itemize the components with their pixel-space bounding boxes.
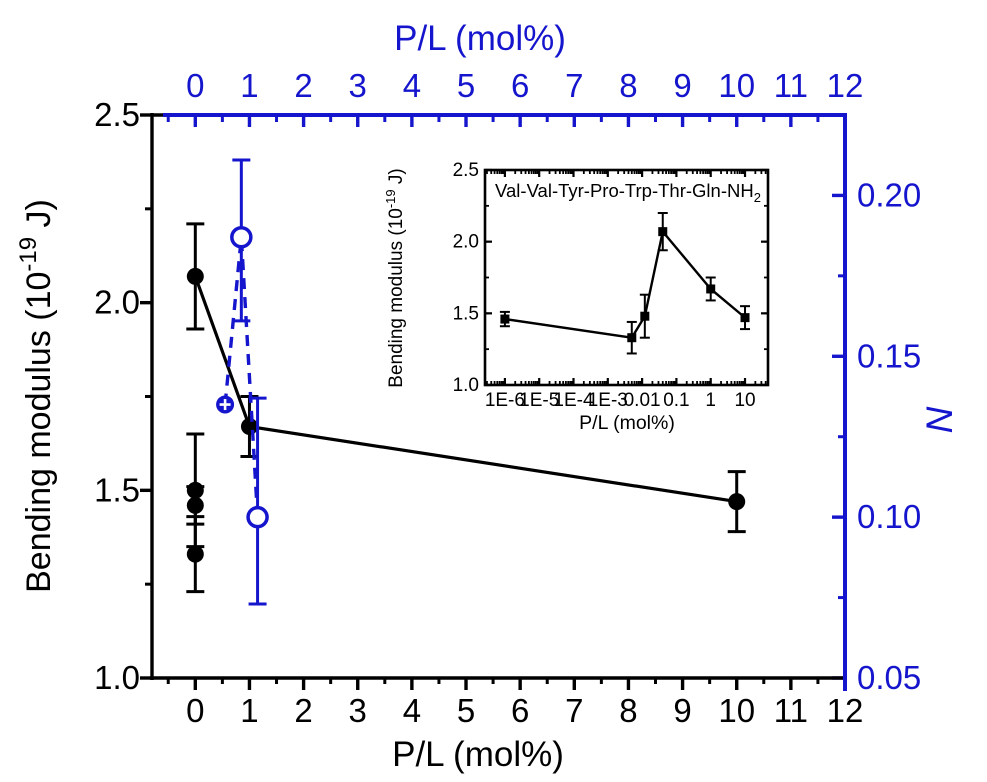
data-point-filled-circle <box>728 493 746 511</box>
right-axis-tick-label: 0.20 <box>857 176 921 213</box>
top-axis-tick-label: 9 <box>673 67 691 104</box>
inset-x-tick-label: 1E-6 <box>485 390 525 411</box>
top-axis-tick-label: 3 <box>349 67 367 104</box>
inset-y-tick-label: 2.5 <box>453 160 479 181</box>
inset-title-text: Val-Val-Tyr-Pro-Trp-Thr-Gln-NH <box>495 180 754 201</box>
bottom-axis-tick-label: 12 <box>827 692 864 729</box>
top-axis-tick-label: 6 <box>511 67 529 104</box>
data-point-open-circle <box>230 226 253 249</box>
data-point-filled-square <box>627 333 637 343</box>
data-point-filled-square <box>500 314 510 324</box>
bottom-axis-tick-label: 8 <box>619 692 637 729</box>
bottom-axis-tick-label: 10 <box>718 692 755 729</box>
data-point-filled-square <box>658 227 668 237</box>
top-axis-tick-label: 12 <box>827 67 864 104</box>
inset-title-subscript: 2 <box>754 190 761 205</box>
bottom-axis-tick-label: 0 <box>186 692 204 729</box>
bottom-axis-tick-label: 9 <box>673 692 691 729</box>
inset-y-title-exponent: -19 <box>383 189 398 208</box>
series-bending-modulus-black <box>186 222 746 594</box>
inset-x-axis-title: P/L (mol%) <box>579 412 675 434</box>
top-axis-tick-label: 0 <box>186 67 204 104</box>
bottom-axis-tick-label: 11 <box>774 692 808 729</box>
inset-series <box>499 212 751 355</box>
inset-x-tick-label: 0.01 <box>624 390 661 411</box>
right-axis-tick-label: 0.10 <box>857 498 921 535</box>
left-axis-tick-label: 2.5 <box>94 96 140 133</box>
bottom-axis-tick-label: 3 <box>349 692 367 729</box>
right-axis-tick-label: 0.05 <box>857 659 921 696</box>
bottom-axis-tick-label: 5 <box>457 692 475 729</box>
bottom-axis-tick-label: 1 <box>240 692 258 729</box>
left-axis-title-exponent: -19 <box>15 237 42 272</box>
top-axis-tick-label: 4 <box>403 67 421 104</box>
top-axis-tick-label: 8 <box>619 67 637 104</box>
inset-y-title-text: Bending modulus (10 <box>386 208 407 388</box>
inset-y-title-suffix: J) <box>386 168 407 189</box>
top-axis-tick-label: 2 <box>294 67 312 104</box>
top-axis-tick-label: 7 <box>565 67 583 104</box>
data-point-filled-circle <box>240 418 258 436</box>
top-axis-title: P/L (mol%) <box>394 19 566 58</box>
left-axis-tick-label: 1.0 <box>94 659 140 696</box>
inset-y-tick-label: 1.5 <box>453 303 479 324</box>
inset-x-tick-label: 1E-3 <box>588 390 628 411</box>
series-bending-modulus-log <box>499 212 751 355</box>
left-axis-title: Bending modulus (10-19 J) <box>15 199 58 593</box>
inset-x-tick-label: 1E-4 <box>553 390 594 411</box>
right-axis-title: N <box>919 406 960 433</box>
data-point-filled-circle <box>186 267 204 285</box>
top-axis-tick-label: 11 <box>774 67 808 104</box>
data-point-open-circle <box>246 505 269 529</box>
inset-axis-ticks: 1E-61E-51E-41E-30.01 0.1 1 10 1.0 1.5 2.0 2.5 <box>453 160 768 411</box>
left-axis-title-suffix: J) <box>20 199 58 237</box>
bottom-axis-tick-label: 7 <box>565 692 583 729</box>
bottom-axis-tick-label: 4 <box>403 692 421 729</box>
data-point-filled-circle <box>186 545 204 563</box>
inset-x-tick-label: 10 <box>734 390 755 411</box>
inset-frame <box>483 168 770 387</box>
bottom-axis-tick-label: 2 <box>294 692 312 729</box>
top-axis-tick-label: 5 <box>457 67 475 104</box>
top-axis-tick-label: 10 <box>718 67 755 104</box>
inset-x-tick-label: 1 <box>705 390 716 411</box>
top-axis-tick-label: 1 <box>240 67 258 104</box>
series-line <box>504 228 746 340</box>
bottom-axis-tick-label: 6 <box>511 692 529 729</box>
inset-y-axis-title: Bending modulus (10-19 J) <box>383 168 407 387</box>
inset-title: Val-Val-Tyr-Pro-Trp-Thr-Gln-NH2 <box>495 180 761 205</box>
data-point-filled-square <box>706 284 716 294</box>
data-point-filled-square <box>740 313 750 323</box>
left-axis-tick-label: 2.0 <box>94 284 140 321</box>
inset-x-tick-label: 1E-5 <box>519 390 559 411</box>
series-number-of-peptides-blue <box>216 158 269 606</box>
main-series <box>186 158 746 606</box>
data-point-filled-circle <box>186 496 204 514</box>
inset-y-tick-label: 2.0 <box>453 232 479 253</box>
bottom-axis-title: P/L (mol%) <box>392 735 564 774</box>
main-axis-ticks: 001122334455667788991010111112121.01.52.… <box>94 67 921 729</box>
right-axis-tick-label: 0.15 <box>857 337 921 374</box>
left-axis-tick-label: 1.5 <box>94 471 140 508</box>
inset-x-tick-label: 0.1 <box>663 390 689 411</box>
data-point-filled-circle <box>186 481 204 499</box>
left-axis-title-text: Bending modulus (10 <box>20 272 58 593</box>
data-point-filled-square <box>640 311 650 321</box>
inset-y-tick-label: 1.0 <box>453 375 479 396</box>
